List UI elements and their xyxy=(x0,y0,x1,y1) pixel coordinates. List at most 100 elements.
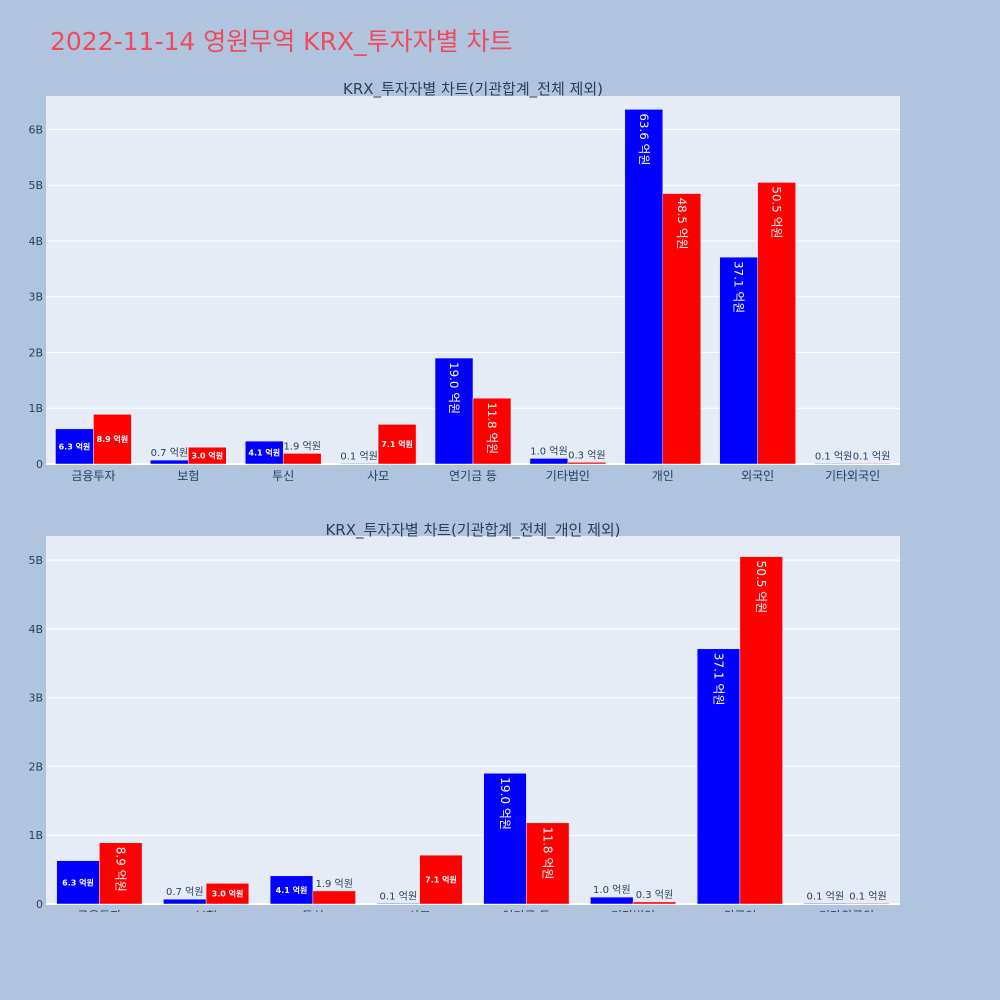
data-label: 0.3 억원 xyxy=(568,449,605,461)
bar xyxy=(632,901,677,905)
y-tick-label: 4B xyxy=(28,623,43,636)
y-tick-label: 6B xyxy=(28,123,43,136)
bar xyxy=(282,453,322,465)
bar xyxy=(757,182,796,465)
bar xyxy=(269,875,314,905)
y-tick-label: 1B xyxy=(28,829,43,842)
bar xyxy=(719,256,758,465)
x-tick-label: 연기금 등 xyxy=(502,909,550,912)
bar xyxy=(529,458,569,465)
bar xyxy=(99,842,143,905)
data-label: 48.5 억원 xyxy=(675,198,689,250)
data-label: 6.3 억원 xyxy=(62,877,94,887)
data-label: 37.1 억원 xyxy=(732,261,746,313)
data-label: 4.1 억원 xyxy=(276,885,308,895)
x-tick-label: 투신 xyxy=(302,909,324,912)
x-tick-label: 금융투자 xyxy=(71,469,115,483)
bar xyxy=(852,463,891,465)
data-label: 37.1 억원 xyxy=(712,653,726,706)
x-tick-label: 기타법인 xyxy=(546,469,590,483)
x-tick-label: 사모 xyxy=(409,909,431,912)
x-tick-label: 외국인 xyxy=(741,469,774,483)
bar xyxy=(696,648,741,905)
x-tick-label: 연기금 등 xyxy=(449,469,497,483)
bar xyxy=(245,440,284,465)
data-label: 0.7 억원 xyxy=(151,447,188,459)
data-label: 19.0 억원 xyxy=(498,777,512,830)
data-label: 8.9 억원 xyxy=(114,847,128,892)
bar xyxy=(846,903,890,905)
bar xyxy=(814,463,853,465)
data-label: 11.8 억원 xyxy=(485,402,499,454)
bar xyxy=(567,462,607,465)
data-label: 7.1 억원 xyxy=(425,875,457,885)
y-tick-label: 3B xyxy=(28,692,43,705)
data-label: 63.6 억원 xyxy=(637,113,651,165)
data-label: 1.0 억원 xyxy=(530,445,567,457)
data-label: 0.1 억원 xyxy=(849,890,886,902)
y-tick-label: 2B xyxy=(28,346,43,359)
x-tick-label: 사모 xyxy=(367,469,389,483)
bar xyxy=(376,903,420,905)
bar xyxy=(590,896,634,905)
bar xyxy=(312,890,356,905)
data-label: 3.0 억원 xyxy=(191,451,223,461)
y-tick-label: 5B xyxy=(28,554,43,567)
x-tick-label: 금융투자 xyxy=(77,909,121,912)
x-tick-label: 투신 xyxy=(272,469,294,483)
data-label: 1.0 억원 xyxy=(593,884,630,896)
x-tick-label: 외국인 xyxy=(723,909,756,912)
x-tick-label: 개인 xyxy=(652,469,674,483)
data-label: 7.1 억원 xyxy=(381,439,413,449)
data-label: 50.5 억원 xyxy=(770,186,784,238)
bar xyxy=(526,822,570,905)
bar xyxy=(56,860,100,905)
data-label: 4.1 억원 xyxy=(248,448,280,458)
y-tick-label: 1B xyxy=(28,402,43,415)
bar xyxy=(205,883,250,905)
data-label: 0.3 억원 xyxy=(636,889,673,901)
bar xyxy=(739,556,783,905)
bar xyxy=(624,109,664,465)
bar xyxy=(163,898,207,905)
y-tick-label: 3B xyxy=(28,291,43,304)
data-label: 0.7 억원 xyxy=(166,886,203,898)
data-label: 8.9 억원 xyxy=(97,434,129,444)
bar xyxy=(803,903,847,905)
bar xyxy=(93,414,132,465)
x-tick-label: 보험 xyxy=(177,469,199,483)
data-label: 19.0 억원 xyxy=(447,362,461,414)
y-tick-label: 4B xyxy=(28,235,43,248)
data-label: 6.3 억원 xyxy=(59,441,91,451)
data-label: 3.0 억원 xyxy=(212,889,244,899)
data-label: 0.1 억원 xyxy=(853,450,890,462)
chart-excluding-institutions: KRX_투자자별 차트(기관합계_전체 제외) 0 1B 2B 3B 4B 5B 6B 금융투자… xyxy=(28,80,900,483)
x-tick-label: 기타외국인 xyxy=(819,909,874,912)
x-tick-label: 기타법인 xyxy=(611,909,655,912)
y-tick-label: 5B xyxy=(28,179,43,192)
data-label: 0.1 억원 xyxy=(340,450,377,462)
bar xyxy=(434,357,474,465)
data-label: 1.9 억원 xyxy=(315,878,352,890)
data-label: 0.1 억원 xyxy=(380,890,417,902)
x-tick-label: 보험 xyxy=(195,909,217,912)
chart-title: KRX_투자자별 차트(기관합계_전체 제외) xyxy=(343,80,603,99)
y-tick-label: 0 xyxy=(36,458,43,471)
data-label: 11.8 억원 xyxy=(541,827,555,880)
chart-title: KRX_투자자별 차트(기관합계_전체_개인 제외) xyxy=(325,521,620,540)
chart-excluding-institutions-individuals: KRX_투자자별 차트(기관합계_전체_개인 제외) 0 1B 2B 3B 4B 5B 금융투… xyxy=(28,521,900,912)
bar xyxy=(419,854,463,905)
bar xyxy=(472,397,512,465)
data-label: 0.1 억원 xyxy=(807,890,844,902)
bar xyxy=(483,773,527,905)
bar xyxy=(662,193,701,465)
bar xyxy=(339,463,379,465)
y-tick-label: 0 xyxy=(36,898,43,911)
data-label: 50.5 억원 xyxy=(754,561,768,614)
bar xyxy=(150,459,189,465)
data-label: 1.9 억원 xyxy=(283,440,320,452)
data-label: 0.1 억원 xyxy=(815,450,852,462)
y-tick-label: 2B xyxy=(28,760,43,773)
page-title: 2022-11-14 영원무역 KRX_투자자별 차트 xyxy=(50,27,513,56)
bar xyxy=(188,447,227,465)
